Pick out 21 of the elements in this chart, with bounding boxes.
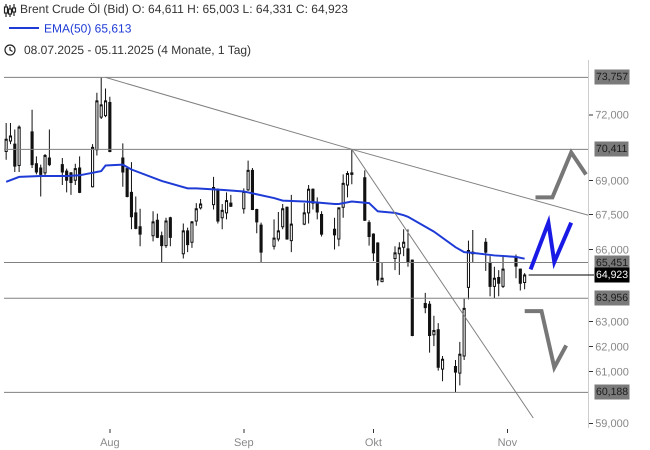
- y-tick-label: 72,000: [595, 110, 629, 122]
- y-tick-label: 66,000: [595, 244, 629, 256]
- y-tick-label: 61,000: [595, 366, 629, 378]
- ref-line-label: 60,188: [596, 386, 628, 398]
- ref-line-label: 65,451: [596, 257, 628, 269]
- y-tick-label: 59,000: [595, 418, 629, 430]
- y-tick-label: 69,000: [595, 176, 629, 188]
- y-tick-label: 62,000: [595, 341, 629, 354]
- y-tick-label: 63,000: [595, 316, 629, 328]
- x-tick-label: Aug: [100, 437, 120, 450]
- legend-label: EMA(50) 65,613: [44, 22, 132, 36]
- annotation: 64,923: [596, 269, 628, 281]
- ref-line-label: 63,956: [596, 292, 628, 304]
- x-tick-label: Okt: [364, 437, 382, 450]
- x-tick-label: Sep: [234, 437, 254, 450]
- ref-line-label: 73,757: [596, 71, 628, 83]
- chart-subtitle: 08.07.2025 - 05.11.2025 (4 Monate, 1 Tag): [24, 43, 252, 57]
- chart-title: Brent Crude Öl (Bid) O: 64,611 H: 65,003 L: 64,331 C: 64,923: [20, 2, 348, 16]
- y-tick-label: 67,500: [595, 210, 629, 222]
- ref-line-label: 70,411: [596, 143, 628, 155]
- x-tick-label: Nov: [498, 437, 518, 450]
